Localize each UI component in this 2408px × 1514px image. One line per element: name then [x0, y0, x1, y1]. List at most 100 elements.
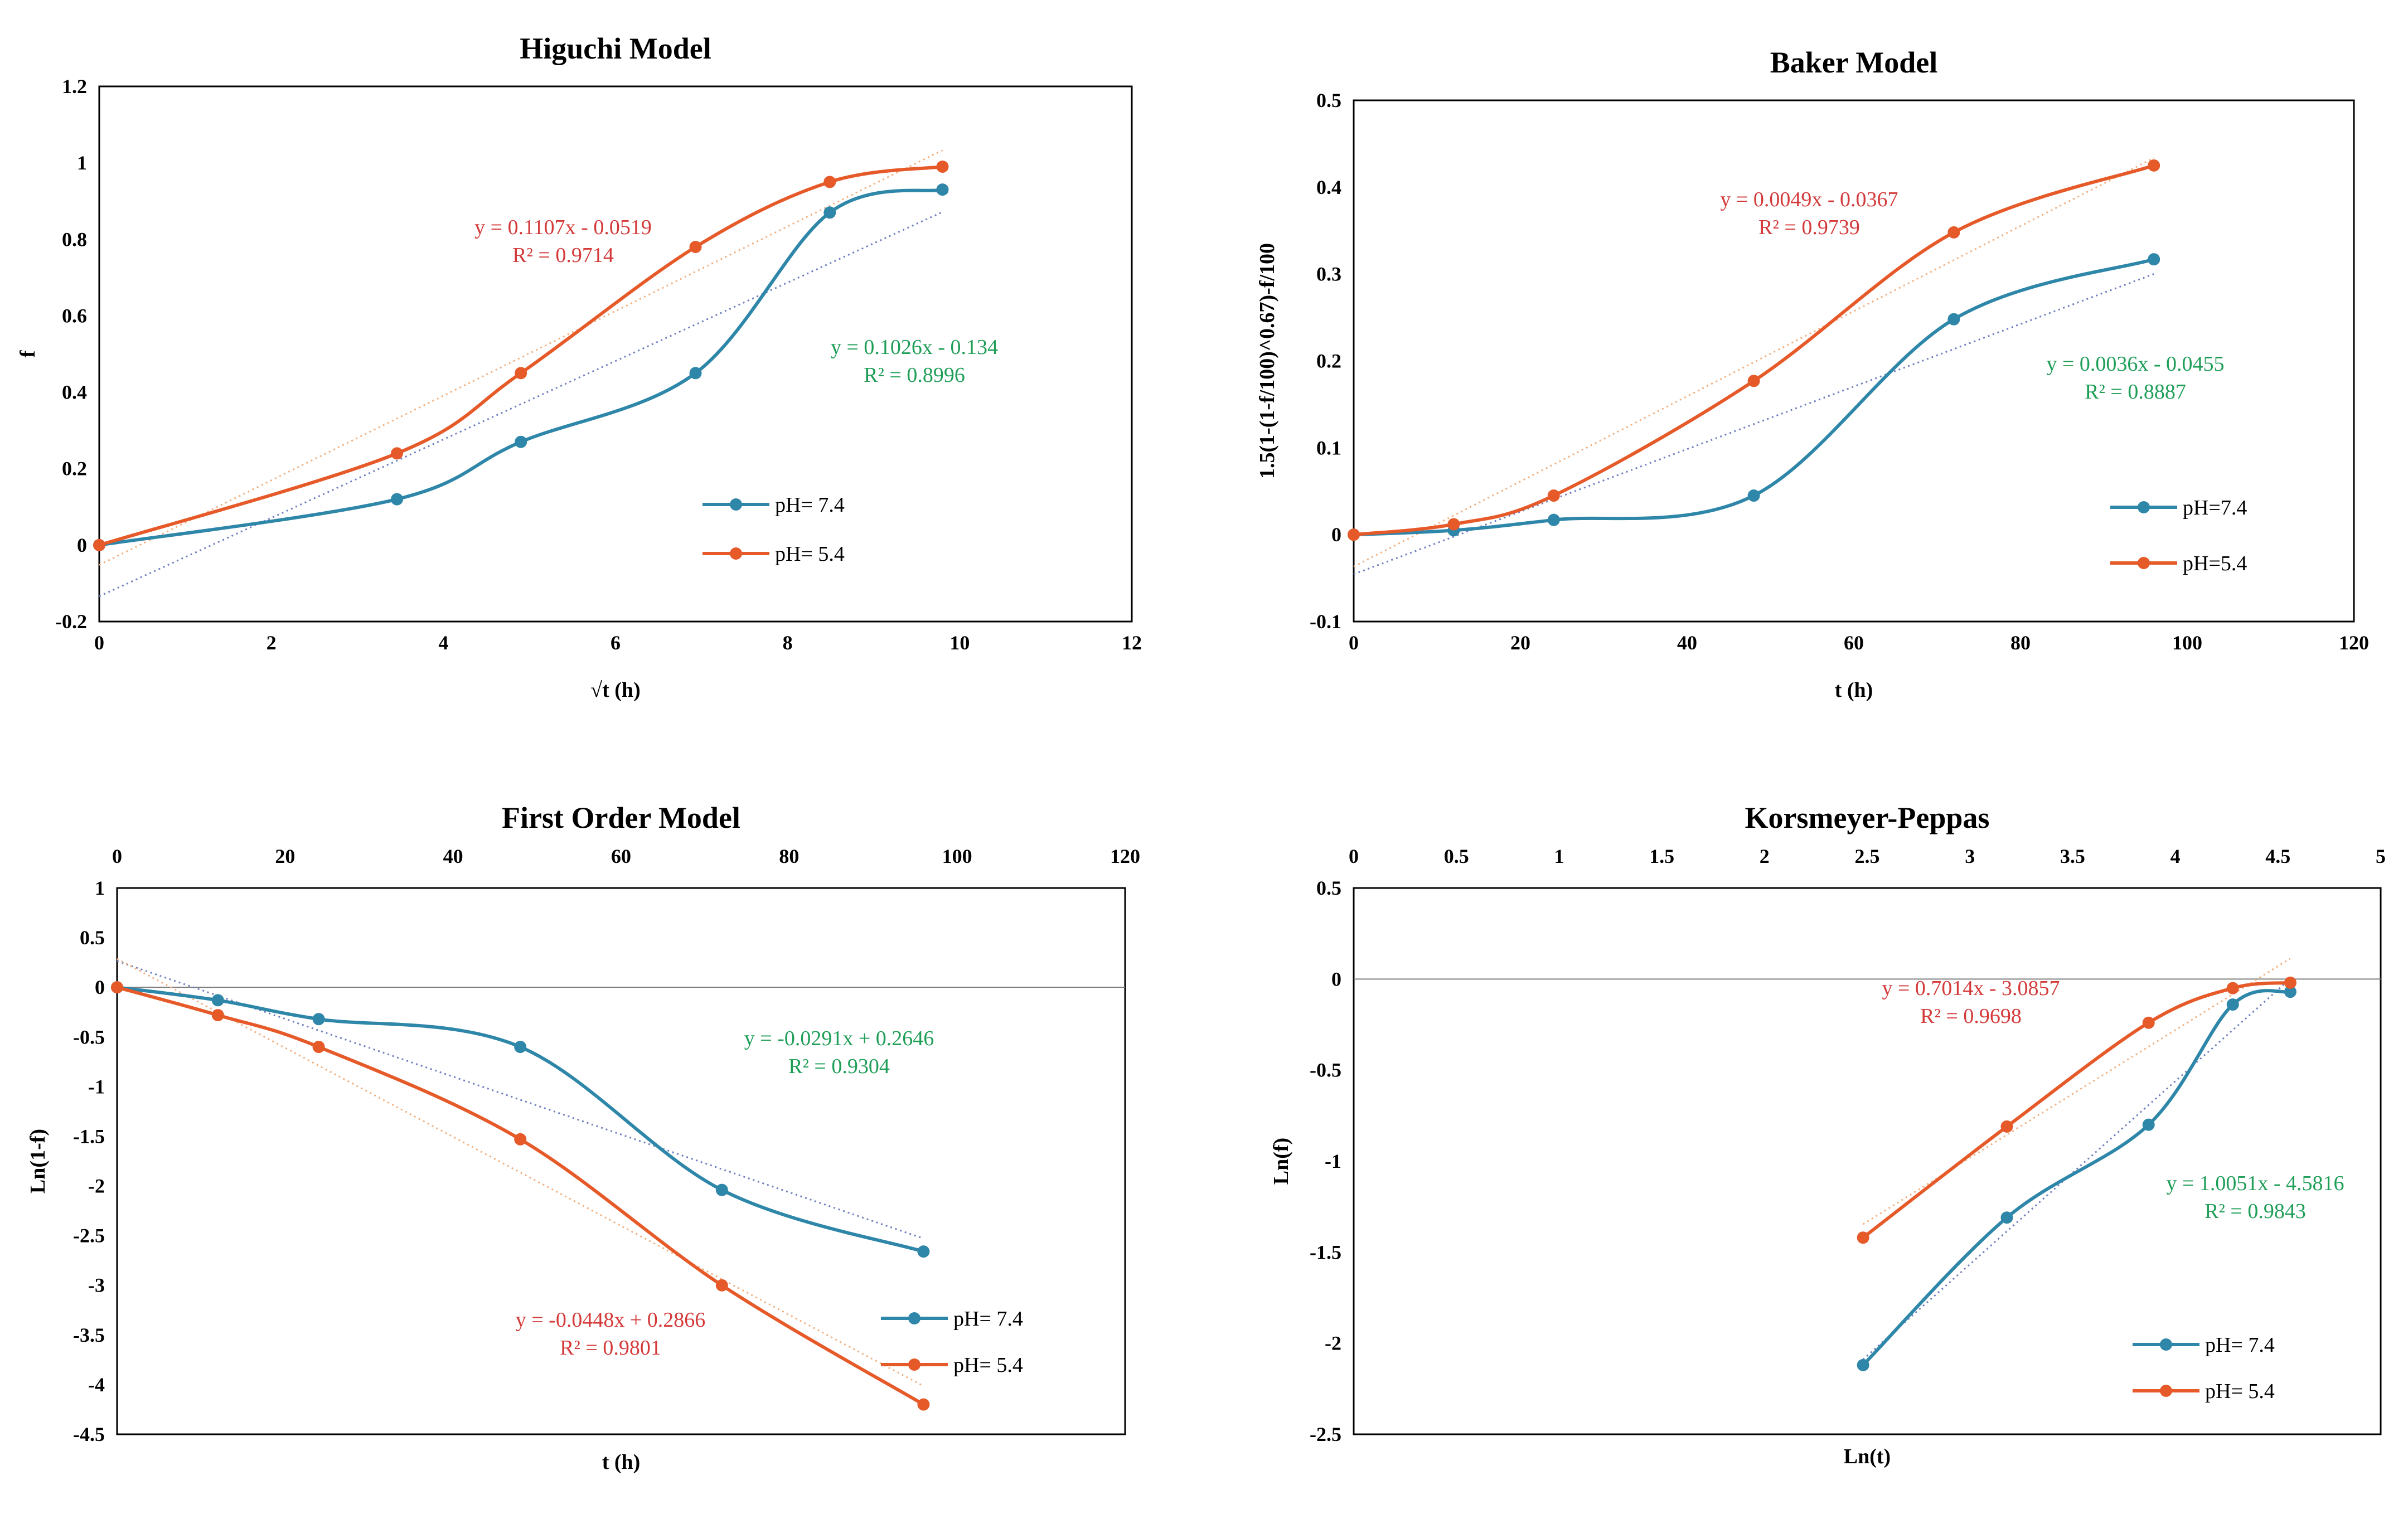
legend-label: pH= 5.4	[953, 1353, 1023, 1377]
trendline-equation: y = 0.0036x - 0.0455	[2046, 352, 2224, 376]
x-tick-label: 100	[942, 845, 972, 867]
trendline-equation: y = 0.7014x - 3.0857	[1882, 977, 2060, 1000]
y-tick-label: -1	[1325, 1150, 1341, 1172]
y-tick-label: -1.5	[73, 1125, 105, 1147]
x-tick-label: 2.5	[1855, 845, 1880, 867]
trendline-equation: y = 0.0049x - 0.0367	[1720, 188, 1898, 211]
x-axis-title: t (h)	[602, 1450, 641, 1474]
data-point-ph54	[211, 1009, 224, 1022]
data-point-ph74	[514, 1041, 527, 1054]
legend-label: pH= 7.4	[2205, 1333, 2275, 1357]
y-tick-label: -0.2	[55, 610, 87, 633]
legend-marker	[2160, 1338, 2172, 1351]
y-tick-label: 0.6	[62, 304, 87, 327]
y-tick-label: 0	[77, 534, 87, 556]
chart-2: Baker Model 0 20 40 60 80 100 120 -0.1 0 0.1 0.2 0.3…	[1256, 46, 2369, 702]
legend-label: pH= 7.4	[775, 493, 845, 517]
y-axis-title: Ln(f)	[1270, 1138, 1293, 1185]
data-point-ph54	[111, 981, 123, 994]
y-axis-title: Ln(1-f)	[26, 1129, 50, 1193]
x-axis-title: t (h)	[1835, 678, 1873, 702]
x-tick-label: 5	[2376, 845, 2386, 867]
y-tick-label: -4.5	[73, 1423, 105, 1445]
y-tick-label: 1	[95, 877, 105, 899]
trendline-r2: R² = 0.9739	[1758, 216, 1860, 239]
x-axis-title: √t (h)	[590, 678, 640, 702]
y-tick-label: -2.5	[73, 1225, 105, 1247]
x-tick-label: 60	[1844, 632, 1864, 654]
data-point-ph54	[1947, 226, 1960, 239]
data-point-ph54	[2284, 976, 2296, 989]
data-point-ph54	[390, 447, 403, 460]
legend-label: pH= 5.4	[775, 542, 845, 566]
y-tick-label: -2	[1325, 1332, 1341, 1355]
data-point-ph74	[1547, 513, 1560, 526]
trendline-r2: R² = 0.9304	[788, 1055, 890, 1078]
trendline-r2: R² = 0.8887	[2085, 380, 2186, 404]
chart-title: Korsmeyer-Peppas	[1745, 801, 1990, 834]
y-tick-label: 0.5	[80, 926, 105, 949]
data-point-ph54	[1348, 528, 1360, 541]
y-tick-label: 0.2	[62, 458, 87, 480]
data-point-ph54	[2148, 159, 2160, 172]
y-tick-label: 1.2	[62, 75, 87, 98]
data-point-ph74	[2226, 998, 2239, 1011]
y-tick-label: 0.2	[1316, 350, 1341, 372]
data-point-ph54	[93, 538, 105, 551]
x-tick-label: 6	[611, 632, 621, 654]
data-point-ph54	[312, 1041, 325, 1054]
y-tick-label: 0.8	[62, 228, 87, 250]
x-tick-label: 1	[1554, 845, 1564, 867]
y-tick-label: 0	[1331, 968, 1341, 990]
x-tick-label: 120	[1110, 845, 1140, 867]
y-tick-label: 0.4	[62, 381, 87, 404]
x-tick-label: 4	[2170, 845, 2181, 867]
trendline-ph74	[1862, 978, 2291, 1360]
y-axis-title: 1.5(1-(1-f/100)^0.67)-f/100	[1256, 243, 1279, 479]
data-point-ph54	[715, 1279, 728, 1292]
y-tick-label: 0	[1331, 523, 1341, 546]
trendline-ph54	[1862, 958, 2291, 1225]
data-point-ph74	[390, 493, 403, 506]
x-tick-label: 0	[1349, 632, 1359, 654]
x-tick-label: 4.5	[2265, 845, 2290, 867]
data-point-ph74	[2284, 986, 2296, 998]
x-tick-label: 80	[2010, 632, 2031, 654]
x-tick-label: 100	[2172, 632, 2202, 654]
x-tick-label: 1.5	[1649, 845, 1674, 867]
legend-label: pH=7.4	[2183, 496, 2247, 520]
chart-title: Higuchi Model	[520, 32, 711, 65]
x-tick-label: 20	[1510, 632, 1530, 654]
chart-1: Higuchi Model 0 2 4 6 8 10 12 -0.2 0 0.2 0.4 0.6 0.8 1…	[16, 32, 1142, 702]
trendline-r2: R² = 0.9801	[560, 1336, 661, 1360]
data-point-ph74	[1747, 489, 1760, 502]
data-point-ph74	[715, 1183, 728, 1196]
y-tick-label: 0.5	[1316, 877, 1341, 899]
legend-marker	[2138, 557, 2150, 569]
legend-label: pH= 7.4	[953, 1307, 1023, 1331]
x-tick-label: 2	[1760, 845, 1770, 867]
data-point-ph74	[917, 1245, 930, 1258]
plot-frame	[1353, 99, 2355, 623]
y-tick-label: -1	[88, 1075, 105, 1098]
plot-frame	[1353, 887, 2382, 1435]
y-axis-title: f	[16, 350, 40, 357]
data-point-ph54	[515, 367, 527, 380]
y-tick-label: -0.5	[1310, 1059, 1341, 1081]
data-point-ph74	[2148, 253, 2160, 266]
x-tick-label: 2	[267, 632, 277, 654]
legend-marker	[730, 498, 742, 511]
legend-marker	[908, 1312, 920, 1324]
y-tick-label: -3	[88, 1274, 105, 1297]
x-tick-label: 120	[2339, 632, 2369, 654]
y-tick-label: -0.1	[1310, 610, 1341, 633]
y-tick-label: 0.4	[1316, 176, 1341, 198]
x-tick-label: 8	[783, 632, 793, 654]
x-tick-label: 60	[611, 845, 631, 867]
chart-4: Korsmeyer-Peppas 0 0.5 1 1.5 2 2.5 3 3.5 4 4.5 5 -2.…	[1270, 801, 2386, 1468]
legend-marker	[730, 547, 742, 560]
data-point-ph54	[917, 1398, 930, 1411]
data-point-ph54	[2226, 982, 2239, 994]
y-tick-label: 1	[77, 152, 87, 174]
chart-title: First Order Model	[502, 801, 740, 834]
